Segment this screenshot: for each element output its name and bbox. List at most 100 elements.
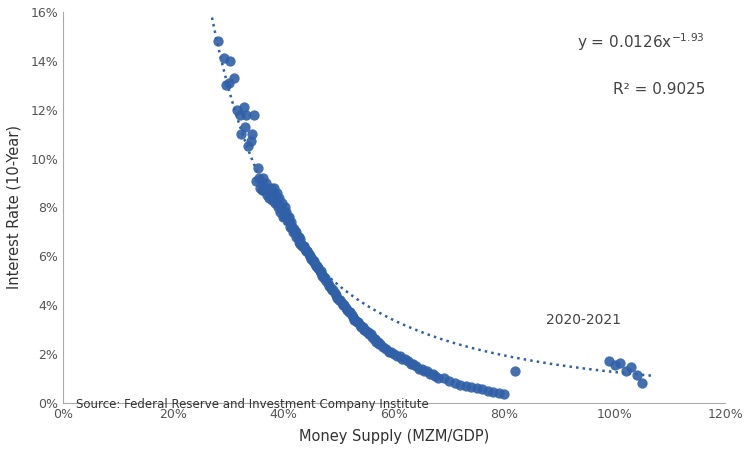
Point [316, 272, 328, 280]
Point [284, 214, 296, 221]
Point [319, 275, 331, 282]
Point [340, 304, 352, 311]
Point [358, 326, 370, 333]
Point [344, 309, 356, 316]
Point [443, 377, 455, 385]
Point [499, 391, 511, 398]
Point [286, 223, 298, 230]
Point [362, 328, 374, 336]
Point [314, 267, 326, 275]
Point [482, 387, 494, 394]
Point [369, 336, 381, 343]
Point [274, 209, 286, 216]
Point [292, 238, 304, 245]
Point [224, 57, 236, 64]
Point [269, 199, 281, 206]
Point [471, 385, 483, 392]
Point [268, 189, 280, 196]
Point [394, 353, 406, 360]
Point [427, 370, 439, 377]
Point [308, 258, 320, 265]
Point [493, 390, 505, 397]
Point [262, 187, 274, 194]
Point [253, 175, 265, 182]
Point [343, 309, 355, 316]
Text: 2020-2021: 2020-2021 [546, 313, 621, 327]
Point [280, 209, 292, 216]
Point [231, 106, 243, 113]
Point [298, 245, 310, 253]
Point [293, 233, 305, 240]
Point [317, 272, 329, 280]
Point [284, 218, 296, 226]
Point [304, 253, 316, 260]
Point [211, 37, 223, 45]
Point [620, 368, 632, 375]
Point [424, 370, 436, 377]
Point [310, 262, 322, 270]
Point [377, 343, 389, 350]
Point [341, 306, 353, 313]
Point [386, 348, 398, 355]
Point [460, 382, 472, 389]
Point [266, 197, 278, 204]
Point [448, 380, 460, 387]
Point [391, 353, 403, 360]
Point [315, 267, 327, 275]
Point [609, 361, 621, 368]
Point [325, 285, 337, 292]
Point [223, 79, 235, 87]
Point [396, 355, 408, 363]
Point [263, 194, 275, 201]
Point [476, 386, 488, 393]
Point [290, 228, 302, 235]
Point [454, 381, 466, 388]
Point [626, 364, 638, 371]
Point [359, 326, 371, 333]
Y-axis label: Interest Rate (10-Year): Interest Rate (10-Year) [7, 125, 22, 290]
Point [509, 368, 521, 375]
Point [357, 323, 369, 331]
Point [276, 199, 288, 206]
Point [242, 143, 254, 150]
Point [279, 204, 291, 211]
Point [350, 316, 361, 323]
Point [488, 388, 500, 396]
Point [294, 235, 306, 243]
Point [260, 179, 272, 187]
Point [328, 289, 340, 296]
Point [300, 248, 312, 255]
Point [285, 218, 297, 226]
Point [294, 240, 306, 248]
Point [296, 240, 307, 248]
Point [370, 338, 382, 345]
Point [399, 355, 411, 363]
Point [334, 297, 346, 304]
Point [272, 204, 284, 211]
Point [290, 233, 302, 240]
Point [252, 165, 264, 172]
Point [264, 189, 276, 196]
Point [432, 375, 444, 382]
Point [318, 275, 330, 282]
Point [465, 383, 477, 391]
Point [220, 82, 232, 89]
Point [309, 260, 321, 267]
Point [259, 184, 271, 192]
Point [256, 179, 268, 187]
Point [326, 287, 338, 294]
Point [312, 265, 324, 272]
Point [289, 228, 301, 235]
Point [228, 74, 240, 82]
Text: R² = 0.9025: R² = 0.9025 [613, 83, 705, 97]
Point [307, 258, 319, 265]
Point [281, 214, 293, 221]
Point [251, 177, 262, 184]
Point [304, 253, 316, 260]
Point [422, 368, 434, 375]
Point [382, 348, 394, 355]
Point [246, 130, 258, 138]
Point [430, 373, 442, 380]
Point [282, 216, 294, 223]
Point [405, 360, 417, 368]
